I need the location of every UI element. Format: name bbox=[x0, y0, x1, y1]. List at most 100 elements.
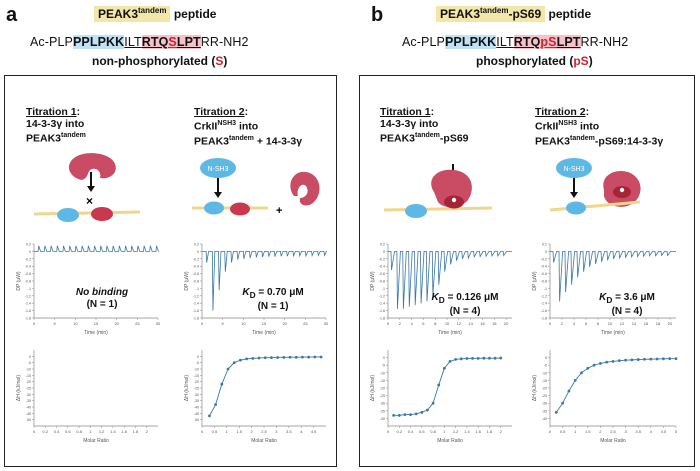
kd-value: = 0.70 μM bbox=[255, 287, 304, 298]
a2-title: Titration 2: CrkIINSH3 into PEAK3tandem … bbox=[194, 106, 302, 147]
state-post: ) bbox=[588, 54, 593, 68]
y-tick-label: -1.6 bbox=[541, 309, 547, 313]
y-axis-label: DP (μW) bbox=[532, 271, 538, 291]
y-tick-label: -25 bbox=[542, 394, 547, 398]
y-tick-label: 0 bbox=[197, 250, 199, 254]
y-axis-label: ΔH (kJ/mol) bbox=[16, 375, 22, 401]
x-tick-label: 18 bbox=[656, 321, 661, 326]
b1-schematic bbox=[383, 164, 493, 218]
panel-a-box bbox=[4, 75, 337, 467]
seq-phospho-site: pS bbox=[540, 35, 557, 49]
14-3-3-protein-icon bbox=[290, 171, 320, 206]
data-point bbox=[599, 361, 602, 365]
x-tick-label: 15 bbox=[94, 321, 99, 326]
data-point bbox=[482, 356, 486, 360]
x-tick-label: 1.6 bbox=[475, 429, 481, 434]
y-tick-label: -20 bbox=[26, 380, 31, 384]
n-count: (N = 1) bbox=[86, 299, 118, 310]
x-tick-label: 2 bbox=[599, 429, 602, 434]
n-sh3-label: N-SH3 bbox=[207, 166, 228, 173]
x-axis-label: Time (min) bbox=[252, 330, 276, 336]
data-point bbox=[465, 357, 469, 360]
x-tick-label: 4 bbox=[411, 321, 414, 326]
peptide-name: PEAK3 bbox=[440, 7, 481, 21]
y-tick-label: -1.4 bbox=[193, 302, 199, 306]
y-tick-label: -0.2 bbox=[541, 257, 547, 261]
x-tick-label: 20 bbox=[668, 321, 673, 326]
y-tick-label: 0 bbox=[383, 250, 385, 254]
data-point bbox=[554, 410, 558, 414]
panel-b-letter: b bbox=[371, 4, 384, 26]
y-tick-label: -0.6 bbox=[193, 272, 199, 276]
panel-a-peptide-title: PEAK3tandem peptide bbox=[94, 6, 216, 22]
panel-a-state: non-phosphorylated (S) bbox=[92, 54, 227, 68]
y-tick-label: -20 bbox=[380, 387, 385, 391]
b1-thermogram-chart: 0.20-0.2-0.4-0.6-0.8-1-1.2-1.4-1.6-1.80 2… bbox=[370, 243, 512, 336]
x-tick-label: 3.5 bbox=[635, 429, 641, 434]
seq-suffix: RR-NH2 bbox=[200, 35, 249, 49]
y-tick-label: -30 bbox=[542, 402, 547, 406]
seq-blue-motif: PPLPKK bbox=[72, 35, 125, 49]
state-pre: phosphorylated ( bbox=[476, 54, 574, 68]
x-tick-label: 1 bbox=[226, 429, 229, 434]
data-point bbox=[437, 383, 441, 387]
x-tick-label: 30 bbox=[324, 321, 329, 326]
x-tick-label: 1.4 bbox=[464, 429, 470, 434]
x-axis-label: Molar Ratio bbox=[251, 438, 277, 444]
data-point bbox=[630, 358, 634, 362]
x-tick-label: 18 bbox=[492, 321, 497, 326]
x-tick-label: 6 bbox=[422, 321, 425, 326]
a1-title: Titration 1: 14-3-3γ into PEAK3tandem bbox=[26, 106, 86, 145]
x-tick-label: 1 bbox=[574, 429, 577, 434]
y-tick-label: -50 bbox=[194, 418, 199, 422]
a2-schematic: N-SH3 + bbox=[192, 158, 320, 217]
x-tick-label: 1.8 bbox=[133, 429, 139, 434]
data-point bbox=[655, 357, 659, 361]
y-tick-label: -10 bbox=[380, 371, 385, 375]
a1-result: No binding (N = 1) bbox=[52, 287, 152, 311]
b1-result: KD = 0.126 μM (N = 4) bbox=[410, 292, 520, 318]
y-axis-label: DP (μW) bbox=[370, 271, 376, 291]
x-tick-label: 0.5 bbox=[212, 429, 218, 434]
x-tick-label: 0.6 bbox=[419, 429, 425, 434]
y-tick-label: -45 bbox=[194, 412, 199, 416]
panel-a-sequence: Ac-PLPPPLPKKILTRTQSLPTRR-NH2 bbox=[30, 35, 249, 49]
x-tick-label: 16 bbox=[480, 321, 485, 326]
y-tick-label: 0 bbox=[197, 355, 199, 359]
y-tick-label: -1 bbox=[28, 287, 31, 291]
titration-line3-post: -pS69 bbox=[439, 132, 469, 145]
y-tick-label: -15 bbox=[26, 374, 31, 378]
y-tick-label: -1.8 bbox=[379, 317, 385, 321]
y-tick-label: -35 bbox=[194, 399, 199, 403]
y-tick-label: -40 bbox=[542, 417, 547, 421]
y-tick-label: -1 bbox=[196, 287, 199, 291]
y-tick-label: -0.8 bbox=[25, 280, 31, 284]
kd-value: = 3.6 μM bbox=[612, 292, 655, 303]
cross-icon: × bbox=[86, 194, 93, 208]
colon: : bbox=[430, 106, 435, 118]
peptide-sup: tandem bbox=[138, 6, 167, 15]
plus-sign: + bbox=[276, 205, 282, 217]
sh3-motif-icon bbox=[204, 201, 224, 215]
x-tick-label: 0.6 bbox=[65, 429, 71, 434]
sh3-motif-icon bbox=[566, 201, 586, 215]
x-tick-label: 1.8 bbox=[487, 429, 493, 434]
data-point bbox=[476, 356, 480, 360]
data-point bbox=[397, 413, 401, 417]
titration-line3-sup: tandem bbox=[61, 132, 86, 139]
titration-line2: CrkII bbox=[194, 120, 218, 133]
y-tick-label: -0.4 bbox=[379, 265, 385, 269]
data-point bbox=[636, 358, 640, 361]
y-tick-label: -1.8 bbox=[541, 317, 547, 321]
y-tick-label: -5 bbox=[28, 361, 31, 365]
data-point bbox=[561, 401, 564, 405]
titration-line3-post: + 14-3-3γ bbox=[253, 135, 303, 147]
b1-isotherm-chart: 0 -5 -10 -15 -20 -25 -30 -35 -40 0 0.2 0.4 0.6 0.8 1 1.… bbox=[370, 350, 512, 444]
colon: : bbox=[244, 106, 249, 118]
data-point bbox=[459, 357, 463, 361]
x-tick-label: 10 bbox=[445, 321, 450, 326]
x-tick-label: 8 bbox=[434, 321, 437, 326]
state-mark: pS bbox=[573, 54, 589, 68]
x-tick-label: 30 bbox=[156, 321, 161, 326]
n-sh3-domain-icon bbox=[200, 158, 236, 178]
